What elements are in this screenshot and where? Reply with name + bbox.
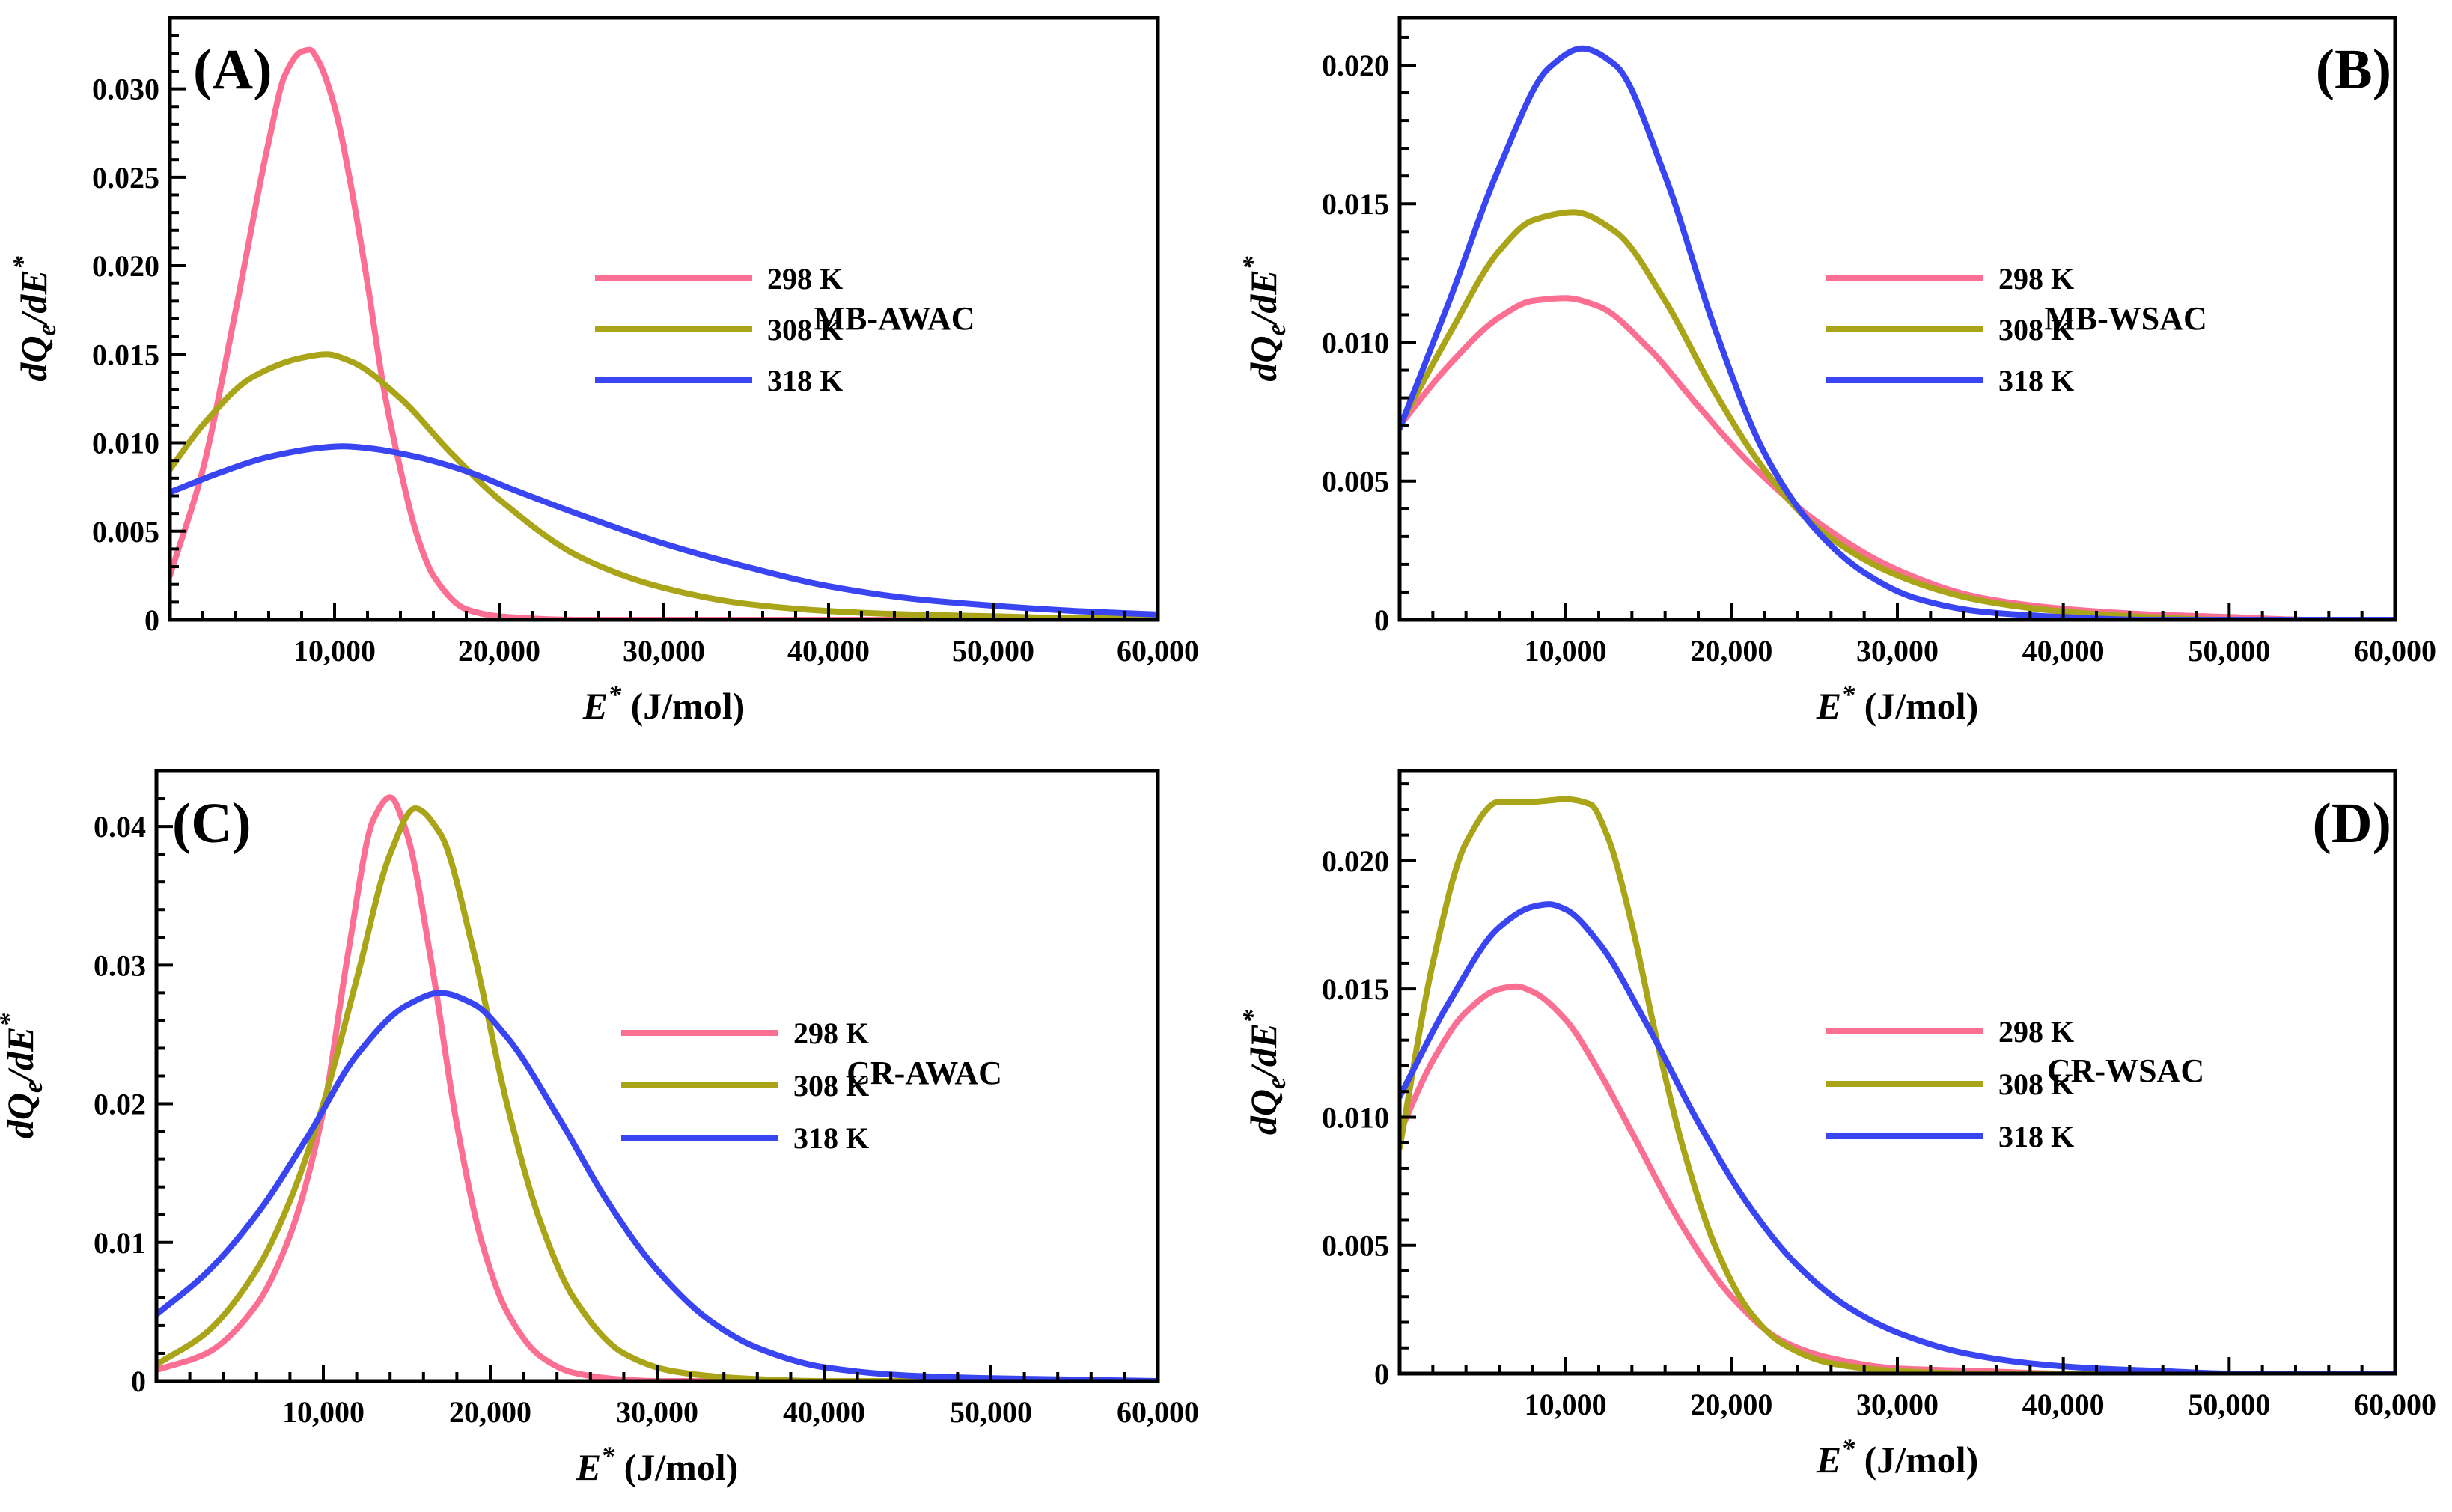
y-tick-label: 0 [131,1365,146,1398]
legend-label: 308 K [793,1069,869,1103]
legend: 298 K 308 K 318 K [595,262,843,397]
chart-panel-1: 10,000 20,000 30,000 40,000 50,000 60,000 0 0.0… [7,16,1199,727]
x-tick-label: 10,000 [293,634,376,668]
x-tick-label: 20,000 [1690,1388,1772,1421]
y-tick-label: 0.015 [1322,972,1389,1006]
legend-label: 318 K [767,364,843,397]
y-tick-label: 0.010 [1322,1100,1389,1134]
series-line-318k [1400,45,2395,620]
panel-label: (C) [172,792,251,855]
series-line-298k [1400,295,2395,620]
chart-panel-3: 10,000 20,000 30,000 40,000 50,000 60,000 0 0.0… [0,769,1199,1488]
y-axis-label: dQe/dE* [1237,1009,1291,1135]
y-tick-label: 0.010 [1322,326,1389,359]
plot-frame [168,16,1160,622]
y-tick-label: 0.030 [92,73,159,106]
plot-frame [154,769,1160,1383]
x-tick-label: 50,000 [950,1395,1032,1429]
series-line-298k [1400,983,2395,1374]
x-axis-label: E* (J/mol) [1816,680,1979,727]
x-tick-label: 60,000 [1117,634,1199,668]
x-tick-label: 60,000 [2354,1388,2436,1421]
plot-frame [1397,769,2397,1376]
sample-name-label: MB-WSAC [2044,300,2207,337]
sample-name-label: CR-AWAC [847,1055,1002,1091]
series-line-298k [170,46,1158,620]
legend-label: 298 K [1998,1015,2074,1049]
legend-label: 318 K [793,1121,869,1155]
legend-label: 298 K [793,1016,869,1050]
series-line-308k [156,805,1158,1381]
y-tick-label: 0.020 [1322,844,1389,878]
x-tick-label: 10,000 [1525,634,1607,668]
x-tick-label: 30,000 [1856,634,1939,668]
legend-label: 318 K [1998,1120,2074,1153]
legend-label: 298 K [767,262,843,296]
series-line-318k [156,990,1158,1381]
x-tick-label: 20,000 [458,634,540,668]
legend-label: 308 K [1998,313,2074,347]
y-tick-label: 0 [144,603,159,637]
legend-label: 298 K [1998,262,2074,296]
x-tick-label: 30,000 [623,634,705,668]
y-tick-label: 0 [1374,603,1389,637]
y-axis-label: dQe/dE* [7,255,61,381]
x-tick-label: 10,000 [282,1395,365,1429]
legend-label: 308 K [767,313,843,347]
x-tick-label: 40,000 [2022,634,2105,668]
chart-panel-4: 10,000 20,000 30,000 40,000 50,000 60,000 0 0.0… [1237,769,2436,1481]
panel-label: (B) [2316,38,2391,101]
y-tick-label: 0.01 [94,1226,146,1260]
legend-label: 318 K [1998,364,2074,397]
sample-name-label: MB-AWAC [814,300,975,337]
sample-name-label: CR-WSAC [2047,1052,2204,1089]
legend: 298 K 308 K 318 K [621,1016,869,1155]
x-tick-label: 50,000 [2188,1388,2270,1421]
y-tick-label: 0.015 [92,338,159,371]
legend: 298 K 308 K 318 K [1826,262,2074,397]
y-tick-label: 0.04 [94,810,146,844]
panel-label: (D) [2312,792,2391,855]
x-tick-label: 60,000 [2354,634,2436,668]
y-tick-label: 0.03 [94,948,146,982]
x-tick-label: 20,000 [449,1395,531,1429]
x-tick-label: 40,000 [783,1395,865,1429]
y-axis-label: dQe/dE* [1237,255,1291,381]
x-tick-label: 40,000 [2022,1388,2105,1421]
x-tick-label: 10,000 [1525,1388,1607,1421]
x-tick-label: 50,000 [952,634,1034,668]
y-tick-label: 0 [1374,1357,1389,1391]
legend-label: 308 K [1998,1067,2074,1101]
y-tick-label: 0.005 [92,515,159,549]
x-tick-label: 60,000 [1117,1395,1199,1429]
plot-frame [1397,16,2397,622]
y-tick-label: 0.005 [1322,465,1389,499]
y-tick-label: 0.005 [1322,1229,1389,1263]
x-tick-label: 30,000 [616,1395,698,1429]
series-line-318k [170,443,1158,618]
x-tick-label: 40,000 [787,634,870,668]
chart-panel-2: 10,000 20,000 30,000 40,000 50,000 60,000 0 0.0… [1237,16,2436,727]
panel-label: (A) [193,38,272,101]
y-tick-label: 0.025 [92,161,159,195]
x-axis-label: E* (J/mol) [582,680,745,727]
legend: 298 K 308 K 318 K [1826,1015,2074,1153]
x-tick-label: 50,000 [2188,634,2270,668]
series-line-298k [156,794,1158,1381]
y-axis-label: dQe/dE* [0,1013,48,1138]
y-tick-label: 0.02 [94,1088,146,1121]
y-tick-label: 0.015 [1322,187,1389,221]
series-line-308k [170,351,1158,620]
y-tick-label: 0.010 [92,427,159,460]
y-tick-label: 0.020 [1322,49,1389,82]
series-line-308k [1400,209,2395,620]
x-tick-label: 20,000 [1690,634,1772,668]
x-axis-label: E* (J/mol) [576,1441,739,1488]
y-tick-label: 0.020 [92,249,159,283]
x-axis-label: E* (J/mol) [1816,1433,1979,1481]
x-tick-label: 30,000 [1856,1388,1939,1421]
